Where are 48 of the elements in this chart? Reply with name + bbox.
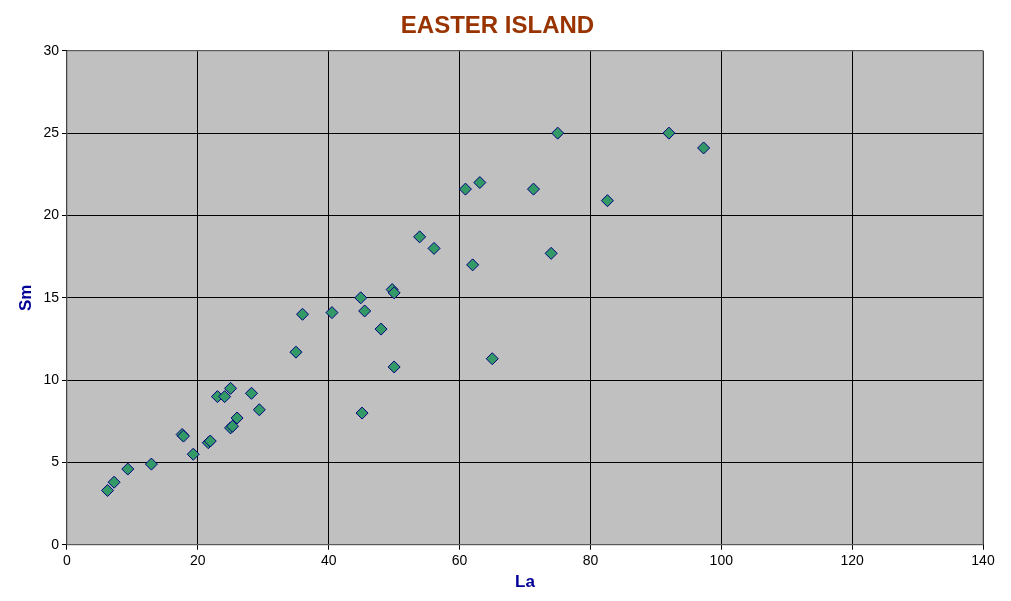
chart-title: EASTER ISLAND [400,11,595,39]
point [230,411,244,425]
y-tick-label: 10 [43,370,60,387]
point [387,360,401,374]
point [224,381,238,395]
x-tick-label: 140 [971,552,995,569]
y-tick-label: 5 [51,453,60,470]
x-tick-label: 0 [63,552,72,569]
point [289,345,303,359]
x-tick-label: 120 [840,552,865,569]
x-axis-title: La [515,572,536,592]
point [374,322,388,336]
point [121,462,135,476]
point [485,352,499,366]
point [325,306,339,320]
point [107,475,121,489]
x-tick-label: 40 [320,552,337,569]
point [458,182,472,196]
point [358,304,372,318]
x-tick-label: 80 [582,552,599,569]
point [544,246,558,260]
point [186,447,200,461]
point [600,194,614,208]
point [244,386,258,400]
point [101,483,115,497]
point [252,403,266,417]
point [466,258,480,272]
point [551,126,565,140]
y-tick-label: 15 [43,288,60,305]
point [413,230,427,244]
x-tick-label: 20 [190,552,206,569]
point [354,291,368,305]
y-axis-title: Sm [15,284,35,312]
point [526,182,540,196]
point [296,307,310,321]
y-tick-label: 30 [43,41,60,58]
x-tick-label: 60 [451,552,468,569]
y-tick-label: 20 [43,206,60,223]
point [662,126,676,140]
point [427,241,441,255]
x-tick-label: 100 [709,552,734,569]
point [355,406,369,420]
point [218,390,232,404]
y-tick-label: 0 [51,535,60,552]
y-tick-label: 25 [43,123,60,140]
point [144,457,158,471]
point [697,141,711,155]
point [473,176,487,190]
